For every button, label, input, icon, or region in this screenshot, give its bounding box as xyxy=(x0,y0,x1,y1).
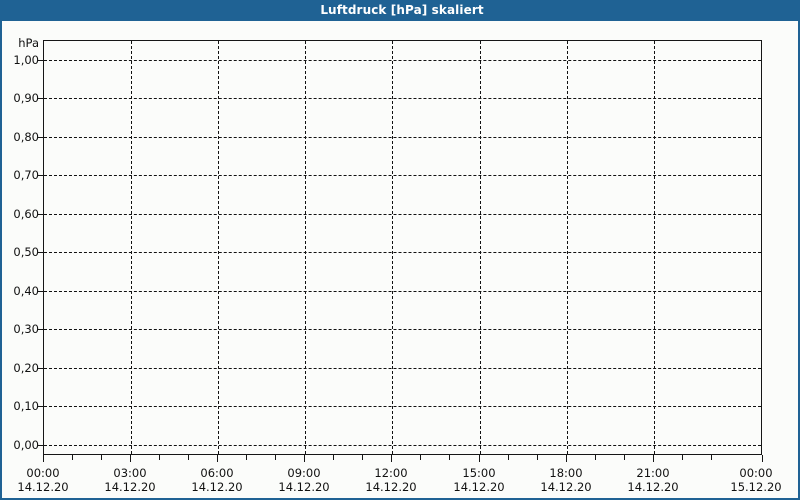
x-tick-major-3 xyxy=(217,455,218,462)
x-tick-label-6-date: 14.12.20 xyxy=(453,480,505,494)
data-series-layer xyxy=(44,41,762,455)
x-tick-label-1-time: 00:00 xyxy=(26,466,60,480)
y-tick-8 xyxy=(37,329,43,330)
x-tick-major-9 xyxy=(762,455,763,462)
x-tick-label-8-time: 21:00 xyxy=(636,466,670,480)
x-tick-minor-19 xyxy=(595,455,596,460)
chart-title-bar: Luftdruck [hPa] skaliert xyxy=(2,0,798,21)
x-tick-label-3: 06:00 14.12.20 xyxy=(172,466,262,495)
y-tick-2 xyxy=(37,98,43,99)
y-tick-9 xyxy=(37,368,43,369)
x-tick-label-2-date: 14.12.20 xyxy=(104,480,156,494)
x-tick-minor-13 xyxy=(420,455,421,460)
x-tick-minor-02 xyxy=(101,455,102,460)
y-tick-label-2: 0,90 xyxy=(13,91,39,105)
x-tick-label-5-date: 14.12.20 xyxy=(365,480,417,494)
x-tick-label-4-time: 09:00 xyxy=(287,466,321,480)
x-tick-label-6: 15:00 14.12.20 xyxy=(434,466,524,495)
y-axis-unit-label: hPa xyxy=(18,36,39,50)
y-axis-labels: 1,00 0,90 0,80 0,70 0,60 0,50 0,40 0,30 … xyxy=(2,0,39,498)
y-tick-11 xyxy=(37,445,43,446)
x-tick-label-5-time: 12:00 xyxy=(374,466,408,480)
x-tick-label-3-time: 06:00 xyxy=(200,466,234,480)
x-tick-minor-08 xyxy=(275,455,276,460)
y-tick-10 xyxy=(37,406,43,407)
x-tick-label-9-date: 15.12.20 xyxy=(730,480,782,494)
x-tick-label-3-date: 14.12.20 xyxy=(191,480,243,494)
x-tick-minor-20 xyxy=(624,455,625,460)
x-tick-label-9-time: 00:00 xyxy=(739,466,773,480)
x-tick-minor-17 xyxy=(537,455,538,460)
x-tick-label-8-date: 14.12.20 xyxy=(627,480,679,494)
x-tick-major-1 xyxy=(43,455,44,462)
x-tick-major-4 xyxy=(304,455,305,462)
x-tick-minor-22 xyxy=(682,455,683,460)
y-tick-3 xyxy=(37,137,43,138)
x-tick-label-9: 00:00 15.12.20 xyxy=(711,466,798,495)
y-tick-label-5: 0,60 xyxy=(13,207,39,221)
y-tick-label-10: 0,10 xyxy=(13,399,39,413)
y-tick-label-6: 0,50 xyxy=(13,245,39,259)
y-tick-5 xyxy=(37,214,43,215)
x-tick-minor-11 xyxy=(362,455,363,460)
x-tick-label-7-date: 14.12.20 xyxy=(540,480,592,494)
y-tick-label-11: 0,00 xyxy=(13,438,39,452)
x-tick-label-7-time: 18:00 xyxy=(549,466,583,480)
y-tick-label-9: 0,20 xyxy=(13,361,39,375)
x-tick-minor-10 xyxy=(333,455,334,460)
x-tick-label-2: 03:00 14.12.20 xyxy=(85,466,175,495)
x-tick-label-6-time: 15:00 xyxy=(462,466,496,480)
x-tick-minor-16 xyxy=(508,455,509,460)
y-tick-label-8: 0,30 xyxy=(13,322,39,336)
x-tick-label-1-date: 14.12.20 xyxy=(17,480,69,494)
x-tick-label-4-date: 14.12.20 xyxy=(278,480,330,494)
x-tick-major-8 xyxy=(653,455,654,462)
x-tick-minor-07 xyxy=(246,455,247,460)
plot-area[interactable] xyxy=(43,40,762,455)
y-tick-label-7: 0,40 xyxy=(13,284,39,298)
x-tick-major-5 xyxy=(391,455,392,462)
x-tick-label-1: 00:00 14.12.20 xyxy=(2,466,88,495)
x-tick-major-2 xyxy=(130,455,131,462)
y-tick-label-1: 1,00 xyxy=(13,53,39,67)
x-tick-label-5: 12:00 14.12.20 xyxy=(346,466,436,495)
x-tick-minor-01 xyxy=(72,455,73,460)
x-tick-minor-05 xyxy=(188,455,189,460)
x-tick-minor-04 xyxy=(159,455,160,460)
y-tick-label-3: 0,80 xyxy=(13,130,39,144)
x-tick-major-7 xyxy=(566,455,567,462)
y-tick-6 xyxy=(37,252,43,253)
x-tick-label-7: 18:00 14.12.20 xyxy=(521,466,611,495)
y-tick-label-4: 0,70 xyxy=(13,168,39,182)
x-tick-major-6 xyxy=(479,455,480,462)
chart-title: Luftdruck [hPa] skaliert xyxy=(320,3,484,17)
x-tick-label-4: 09:00 14.12.20 xyxy=(259,466,349,495)
y-tick-1 xyxy=(37,60,43,61)
x-tick-minor-23 xyxy=(711,455,712,460)
y-tick-7 xyxy=(37,291,43,292)
x-tick-minor-14 xyxy=(449,455,450,460)
x-tick-label-2-time: 03:00 xyxy=(113,466,147,480)
x-tick-label-8: 21:00 14.12.20 xyxy=(608,466,698,495)
y-tick-4 xyxy=(37,175,43,176)
